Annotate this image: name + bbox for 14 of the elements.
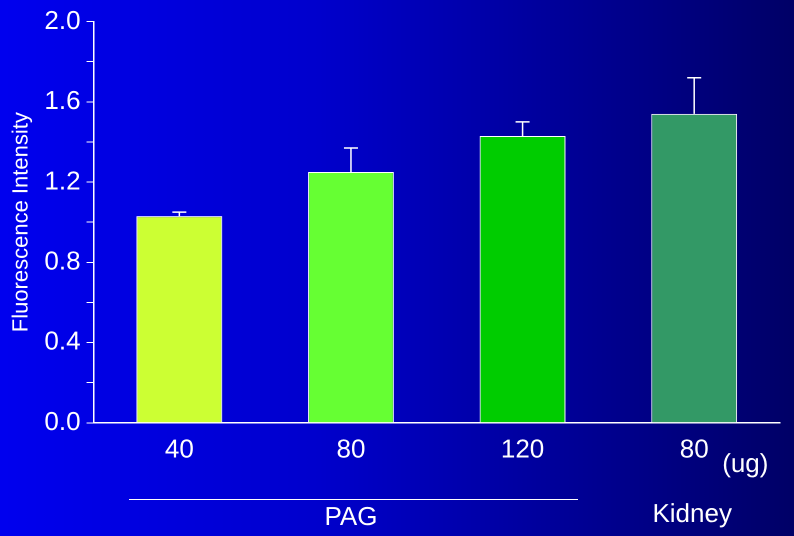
y-axis-title: Fluorescence Intensity [7, 112, 32, 332]
text: Kidney [652, 498, 732, 528]
y-tick-label: 2.0 [44, 4, 81, 35]
y-tick-label: 0.0 [44, 406, 81, 436]
x-tick-label: 80 [336, 434, 366, 464]
x-tick-label: 80 [680, 434, 709, 464]
y-tick-label: 1.6 [44, 85, 81, 116]
text: (ug) [722, 448, 768, 478]
text: PAG [324, 501, 378, 532]
x-tick-label: 40 [164, 434, 194, 464]
y-tick-label: 0.4 [44, 326, 81, 356]
y-tick-label: 0.8 [44, 245, 81, 276]
x-tick-label: 120 [500, 434, 544, 464]
y-tick-label: 1.2 [44, 165, 81, 196]
